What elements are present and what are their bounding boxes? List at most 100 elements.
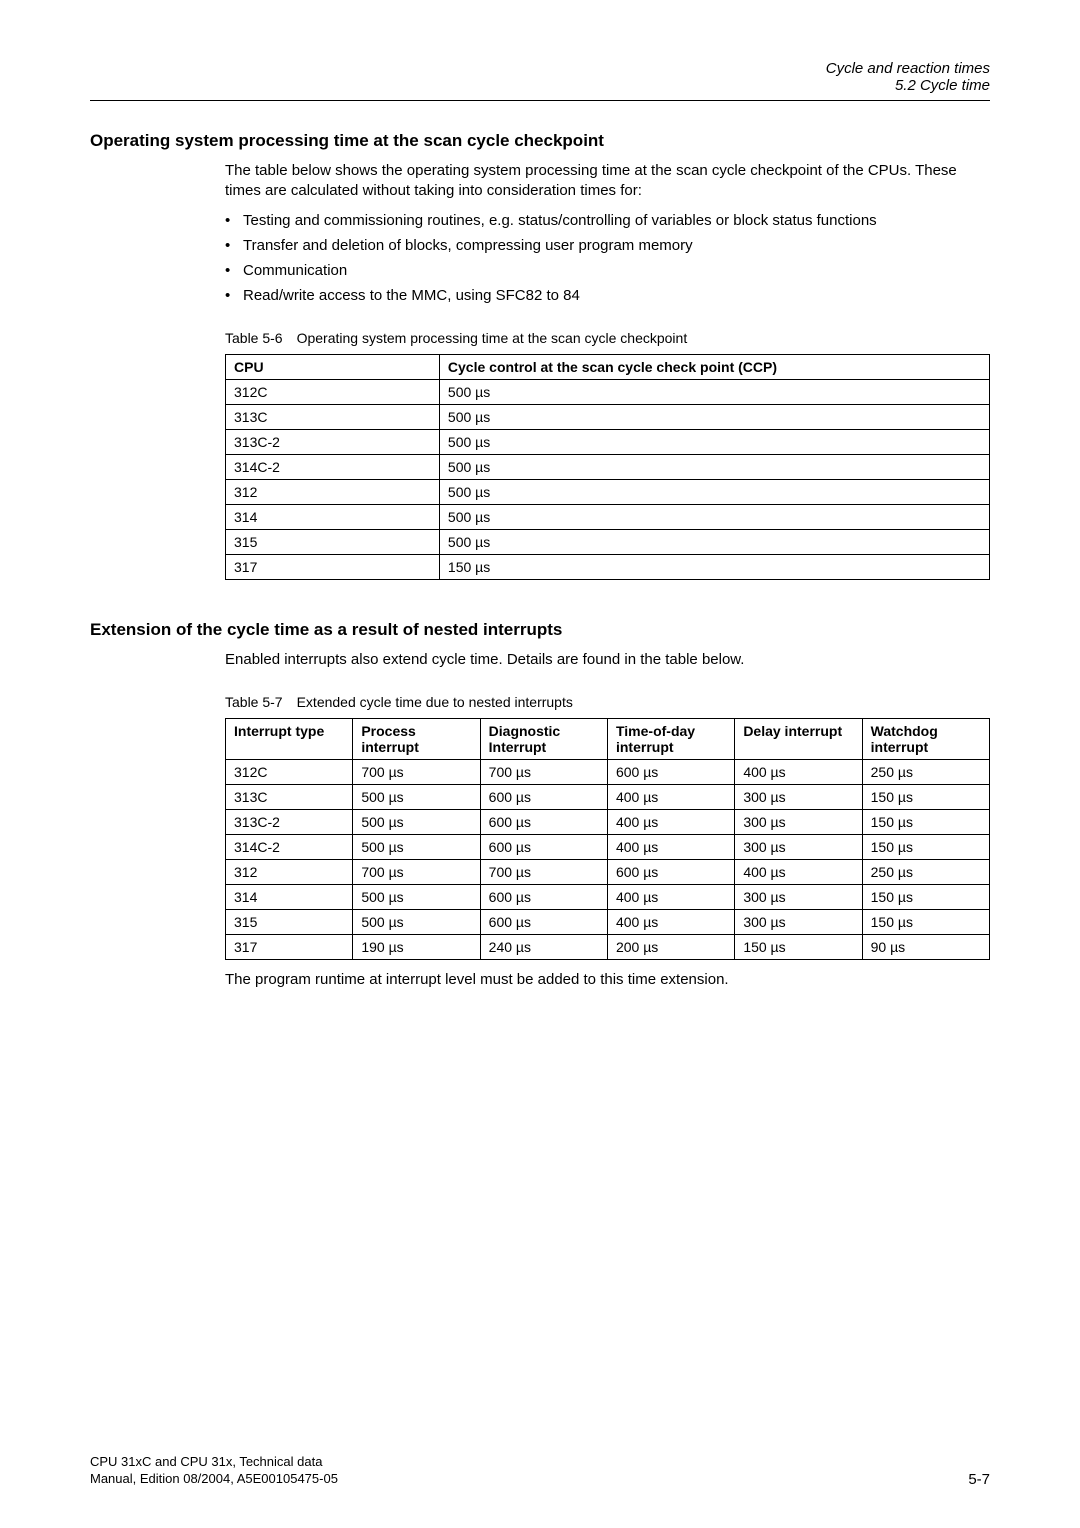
list-item: Read/write access to the MMC, using SFC8… <box>225 285 990 306</box>
table-cell: 300 µs <box>735 784 862 809</box>
table-cell: 190 µs <box>353 934 480 959</box>
table-row: 314C-2500 µs <box>226 454 990 479</box>
table1: CPU Cycle control at the scan cycle chec… <box>225 354 990 580</box>
table-cell: 500 µs <box>439 529 989 554</box>
table-cell: 240 µs <box>480 934 607 959</box>
table-cell: 500 µs <box>353 884 480 909</box>
section2-body: Enabled interrupts also extend cycle tim… <box>225 650 990 991</box>
table-cell: 500 µs <box>439 454 989 479</box>
table-cell: 150 µs <box>862 909 989 934</box>
footer-page-number: 5-7 <box>968 1471 990 1488</box>
table-cell: 300 µs <box>735 834 862 859</box>
table-cell: 313C <box>226 784 353 809</box>
table-cell: 150 µs <box>862 784 989 809</box>
list-item: Communication <box>225 260 990 281</box>
table-cell: 200 µs <box>607 934 734 959</box>
table-cell: 312C <box>226 759 353 784</box>
table-row: 312C700 µs700 µs600 µs400 µs250 µs <box>226 759 990 784</box>
table-row: 315500 µs <box>226 529 990 554</box>
table-cell: 400 µs <box>607 784 734 809</box>
table-cell: 500 µs <box>439 479 989 504</box>
header-chapter: Cycle and reaction times <box>90 60 990 77</box>
table2: Interrupt type Process interrupt Diagnos… <box>225 718 990 960</box>
section2-heading: Extension of the cycle time as a result … <box>90 620 990 640</box>
table-cell: 150 µs <box>862 809 989 834</box>
footer-left: CPU 31xC and CPU 31x, Technical data Man… <box>90 1454 338 1488</box>
table-cell: 400 µs <box>607 809 734 834</box>
table-cell: 400 µs <box>607 834 734 859</box>
table-cell: 400 µs <box>607 884 734 909</box>
table2-caption: Table 5-7 Extended cycle time due to nes… <box>225 694 990 710</box>
page-header: Cycle and reaction times 5.2 Cycle time <box>90 60 990 101</box>
table-header-cell: Process interrupt <box>353 718 480 759</box>
table-cell: 500 µs <box>439 404 989 429</box>
table-cell: 600 µs <box>480 834 607 859</box>
table-row: 313C500 µs600 µs400 µs300 µs150 µs <box>226 784 990 809</box>
table-cell: 250 µs <box>862 759 989 784</box>
table-cell: 315 <box>226 909 353 934</box>
table-cell: 313C-2 <box>226 809 353 834</box>
table-cell: 314C-2 <box>226 834 353 859</box>
table-row: 313C-2500 µs <box>226 429 990 454</box>
table-cell: 600 µs <box>607 759 734 784</box>
footer-doc-title: CPU 31xC and CPU 31x, Technical data <box>90 1454 338 1471</box>
table-cell: 500 µs <box>353 809 480 834</box>
table-cell: 600 µs <box>607 859 734 884</box>
table-cell: 400 µs <box>735 859 862 884</box>
section1-body: The table below shows the operating syst… <box>225 161 990 580</box>
table-cell: 400 µs <box>607 909 734 934</box>
page-footer: CPU 31xC and CPU 31x, Technical data Man… <box>90 1454 990 1488</box>
table-row: 315500 µs600 µs400 µs300 µs150 µs <box>226 909 990 934</box>
table-row: 312500 µs <box>226 479 990 504</box>
table-row: 317190 µs240 µs200 µs150 µs90 µs <box>226 934 990 959</box>
section1-intro: The table below shows the operating syst… <box>225 161 990 202</box>
table-row: 314500 µs <box>226 504 990 529</box>
table-cell: 500 µs <box>439 429 989 454</box>
table-cell: 700 µs <box>480 859 607 884</box>
table-row: 312C500 µs <box>226 379 990 404</box>
table-row: 312700 µs700 µs600 µs400 µs250 µs <box>226 859 990 884</box>
table-row: 313C500 µs <box>226 404 990 429</box>
header-section: 5.2 Cycle time <box>90 77 990 94</box>
table-cell: 250 µs <box>862 859 989 884</box>
table-cell: 314 <box>226 504 440 529</box>
table-cell: 300 µs <box>735 884 862 909</box>
table-header-row: Interrupt type Process interrupt Diagnos… <box>226 718 990 759</box>
table-cell: 400 µs <box>735 759 862 784</box>
table-cell: 600 µs <box>480 884 607 909</box>
table-cell: 313C <box>226 404 440 429</box>
table-cell: 600 µs <box>480 909 607 934</box>
table-cell: 317 <box>226 934 353 959</box>
table-cell: 500 µs <box>439 379 989 404</box>
table1-caption: Table 5-6 Operating system processing ti… <box>225 330 990 346</box>
table-cell: 312 <box>226 859 353 884</box>
table-cell: 600 µs <box>480 809 607 834</box>
section2-intro: Enabled interrupts also extend cycle tim… <box>225 650 990 670</box>
table-cell: 312 <box>226 479 440 504</box>
table-header-cell: Interrupt type <box>226 718 353 759</box>
table-row: 314500 µs600 µs400 µs300 µs150 µs <box>226 884 990 909</box>
table-header-row: CPU Cycle control at the scan cycle chec… <box>226 354 990 379</box>
section2-final-note: The program runtime at interrupt level m… <box>225 970 990 990</box>
table-row: 313C-2500 µs600 µs400 µs300 µs150 µs <box>226 809 990 834</box>
table-cell: 312C <box>226 379 440 404</box>
section1-heading: Operating system processing time at the … <box>90 131 990 151</box>
table-cell: 314C-2 <box>226 454 440 479</box>
table-cell: 500 µs <box>439 504 989 529</box>
table-header-cell: Cycle control at the scan cycle check po… <box>439 354 989 379</box>
table-cell: 150 µs <box>735 934 862 959</box>
section1-bullet-list: Testing and commissioning routines, e.g.… <box>225 210 990 306</box>
table-header-cell: Delay interrupt <box>735 718 862 759</box>
list-item: Testing and commissioning routines, e.g.… <box>225 210 990 231</box>
table-row: 314C-2500 µs600 µs400 µs300 µs150 µs <box>226 834 990 859</box>
table-cell: 90 µs <box>862 934 989 959</box>
table-cell: 300 µs <box>735 809 862 834</box>
table-cell: 500 µs <box>353 909 480 934</box>
table-cell: 600 µs <box>480 784 607 809</box>
table-cell: 314 <box>226 884 353 909</box>
table-cell: 317 <box>226 554 440 579</box>
table-cell: 313C-2 <box>226 429 440 454</box>
table-header-cell: CPU <box>226 354 440 379</box>
table-cell: 700 µs <box>353 859 480 884</box>
table-header-cell: Diagnostic Interrupt <box>480 718 607 759</box>
